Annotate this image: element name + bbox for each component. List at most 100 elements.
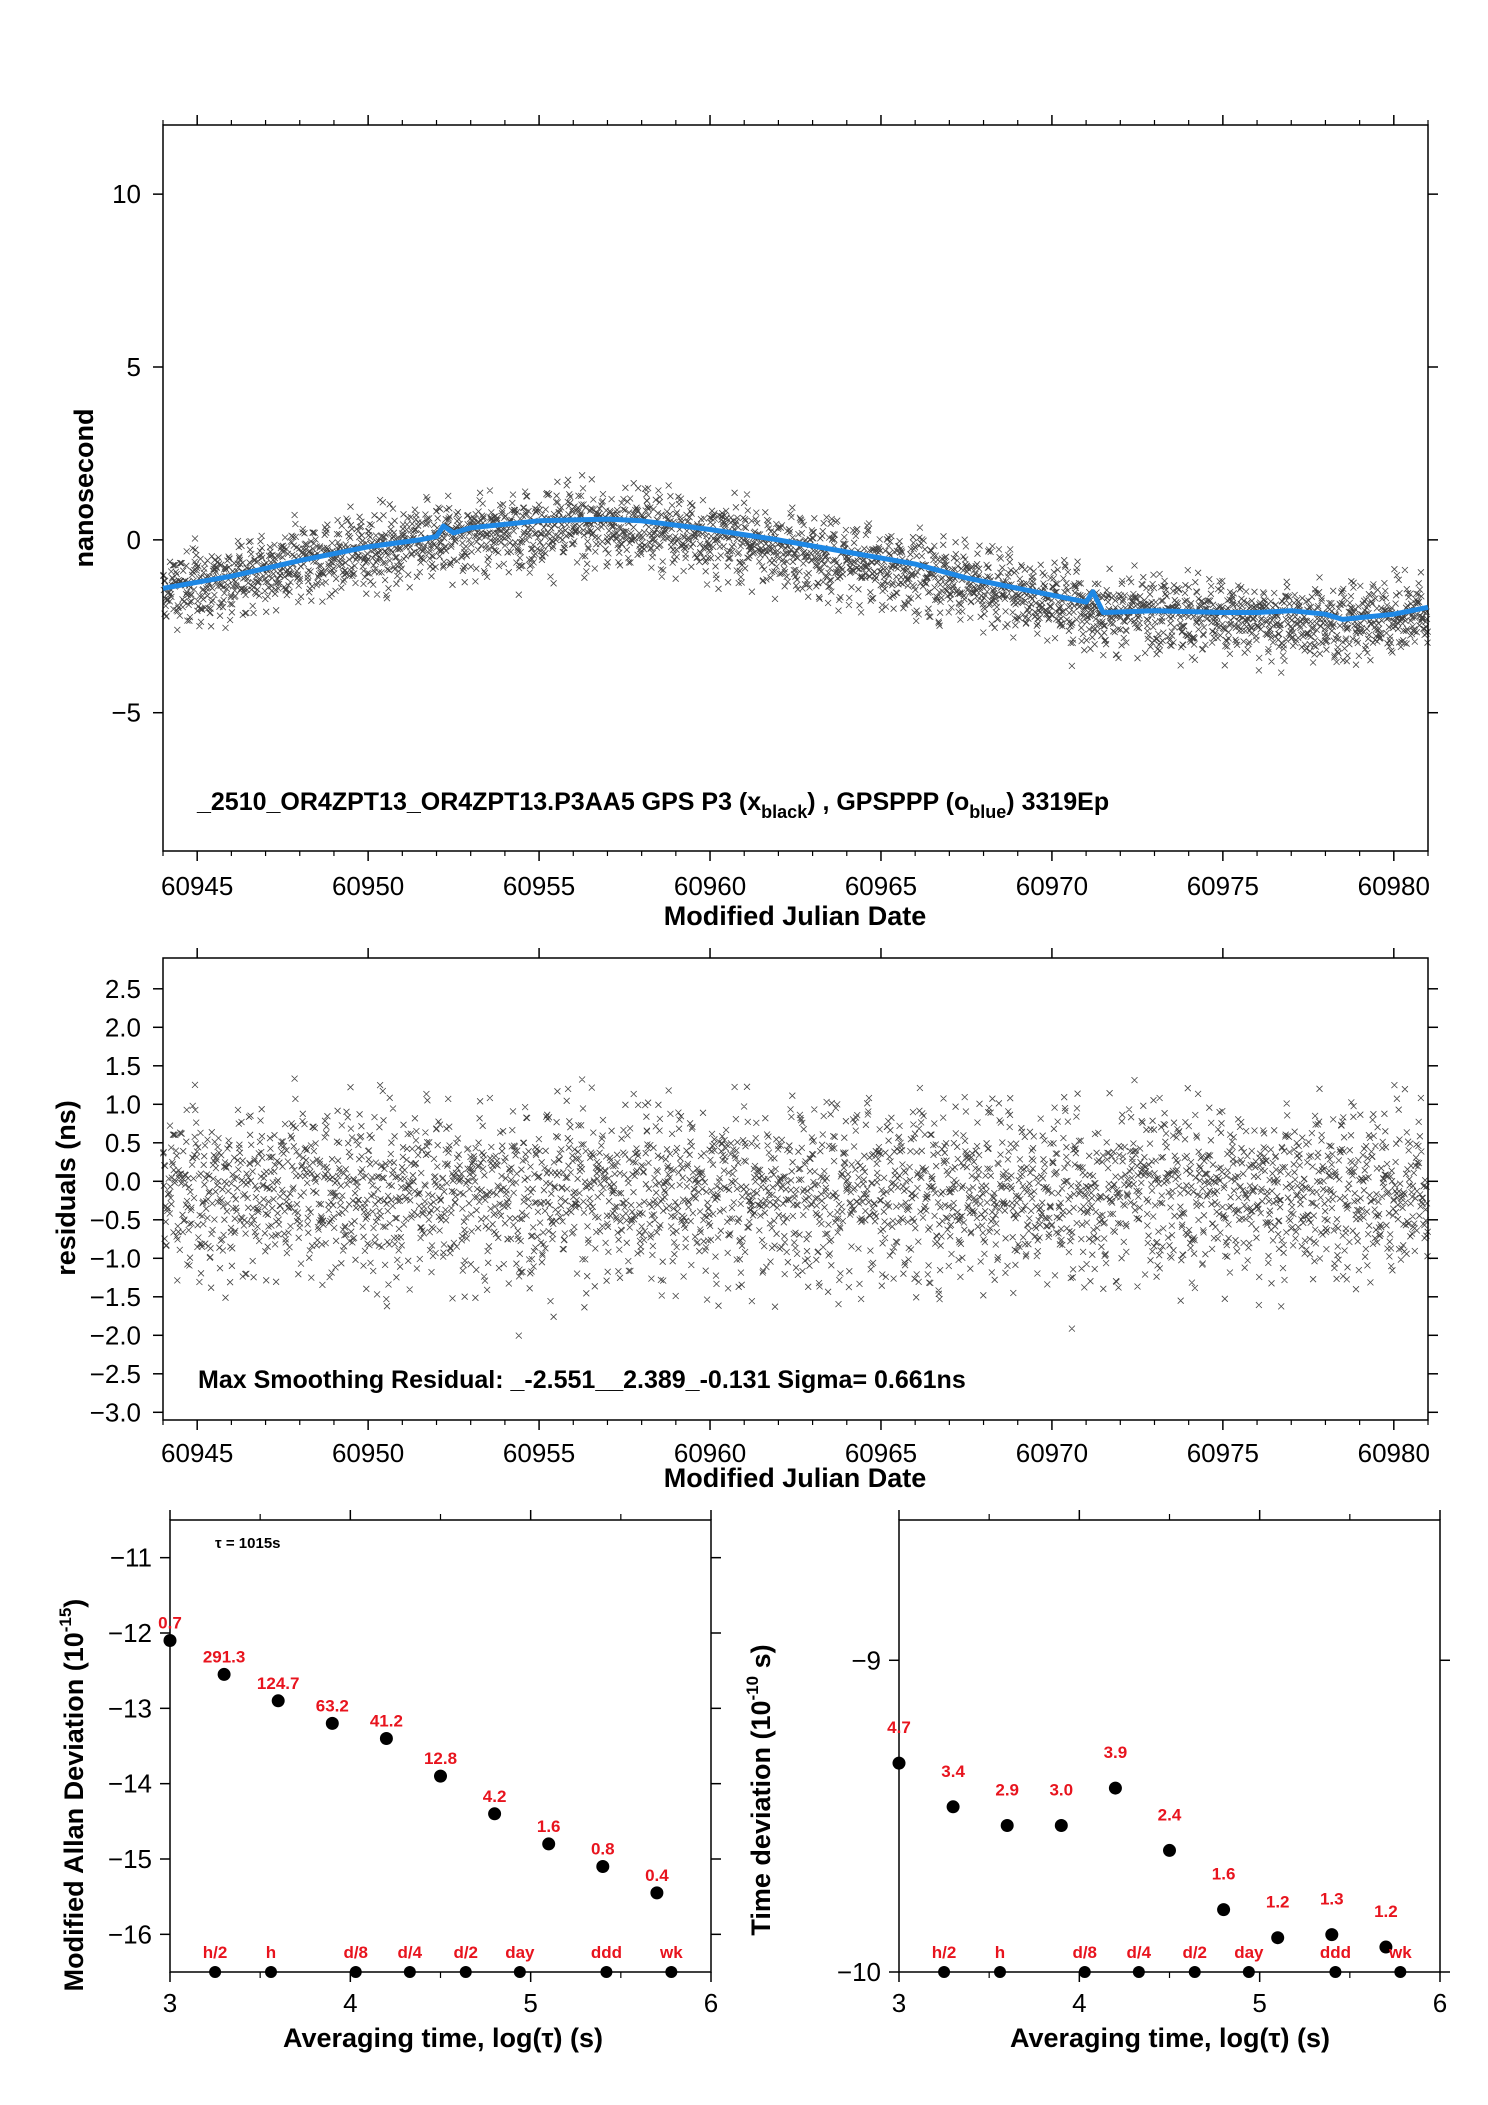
tdev-ytick-label: −9 [851, 1645, 881, 1675]
mdev-interval-point [264, 1966, 277, 1978]
mdev-interval-point [403, 1966, 416, 1978]
tdev-point-label: 1.6 [1212, 1865, 1236, 1884]
annotation-sub-black: black [761, 802, 808, 822]
mdev-interval-label: ddd [591, 1943, 622, 1962]
mdev-point [650, 1886, 664, 1900]
tdev-point-label: 3.4 [941, 1762, 965, 1781]
residuals-panel: 60945 60950 60955 60960 60965 60970 60975 60980… [51, 948, 1438, 1493]
tdev-interval-label: h/2 [932, 1943, 957, 1962]
mdev-point-label: 0.7 [158, 1614, 182, 1633]
mdev-point [325, 1716, 339, 1730]
mdev-ytick-label: −16 [108, 1919, 152, 1949]
tdev-interval-point [1329, 1966, 1342, 1978]
mdev-point-label: 4.2 [483, 1787, 507, 1806]
timeseries-ytick-label: 10 [112, 179, 141, 209]
tdev-interval-label: h [995, 1943, 1005, 1962]
mdev-ylabel-text: Modified Allan Deviation [59, 1679, 89, 1992]
residuals-ytick-label: −2.0 [90, 1320, 141, 1350]
tdev-interval-label: wk [1388, 1943, 1412, 1962]
residuals-ytick-label: 0.0 [105, 1166, 141, 1196]
tdev-xtick-label: 5 [1252, 1988, 1266, 2018]
mdev-panel: 3 4 5 6 −16 −15 −14 −13 −12 −11 0.7 291.3 124.7 63.2… [56, 1510, 721, 2053]
mdev-point [163, 1634, 177, 1648]
mdev-ytick-label: −11 [110, 1543, 152, 1573]
tdev-point [1271, 1931, 1285, 1945]
mdev-interval-label: d/8 [343, 1943, 368, 1962]
residuals-xtick-label: 60975 [1187, 1438, 1259, 1468]
mdev-xtick-label: 6 [704, 1988, 718, 2018]
mdev-point [379, 1731, 393, 1745]
tdev-point-label: 3.9 [1104, 1743, 1128, 1762]
tdev-ylabel-unit: s) [746, 1644, 776, 1676]
residuals-frame [162, 957, 1429, 1421]
mdev-point-label: 0.8 [591, 1840, 615, 1859]
mdev-frame [169, 1519, 712, 1973]
tdev-ticks: 3 4 5 6 −10 −9 [837, 1510, 1450, 2018]
timeseries-xtick-label: 60950 [332, 871, 404, 901]
timeseries-scatter-layer [159, 472, 1431, 676]
tdev-frame [898, 1519, 1441, 1973]
tdev-interval-point [1394, 1966, 1407, 1978]
mdev-ytick-label: −14 [108, 1769, 152, 1799]
residuals-xtick-label: 60945 [161, 1438, 233, 1468]
timeseries-xtick-label: 60955 [503, 871, 575, 901]
mdev-ylabel: Modified Allan Deviation (10-15) [56, 1599, 89, 1992]
timeseries-ytick-label: 5 [127, 352, 141, 382]
timeseries-ticks: 60945 60950 60955 60960 60965 60970 60975 60980… [111, 115, 1438, 901]
residuals-ytick-label: −1.0 [90, 1243, 141, 1273]
mdev-ytick-label: −12 [108, 1618, 152, 1648]
residuals-ytick-label: 0.5 [105, 1128, 141, 1158]
tdev-interval-point [1242, 1966, 1255, 1978]
tdev-interval-label: d/2 [1182, 1943, 1207, 1962]
mdev-point-label: 41.2 [370, 1711, 403, 1730]
tdev-interval-point [1132, 1966, 1145, 1978]
tdev-xtick-label: 4 [1072, 1988, 1086, 2018]
timeseries-annotation: _2510_OR4ZPT13_OR4ZPT13.P3AA5 GPS P3 (xb… [196, 788, 1109, 822]
mdev-point-label: 291.3 [203, 1647, 246, 1666]
tdev-point-label: 2.9 [995, 1780, 1019, 1799]
residuals-xlabel: Modified Julian Date [664, 1463, 927, 1493]
residuals-ticks: 60945 60950 60955 60960 60965 60970 60975 60980… [90, 948, 1438, 1468]
tdev-point [1108, 1781, 1122, 1795]
tdev-point-label: 1.3 [1320, 1890, 1344, 1909]
tdev-ylabel: Time deviation (10-10 s) [743, 1644, 776, 1935]
tdev-point-label: 3.0 [1049, 1780, 1073, 1799]
annotation-prefix: _2510_OR4ZPT13_OR4ZPT13.P3AA5 GPS P3 (x [196, 788, 761, 816]
timeseries-frame [162, 124, 1429, 852]
mdev-point [542, 1837, 556, 1851]
residuals-ytick-label: −1.5 [90, 1282, 141, 1312]
timeseries-ytick-label: 0 [127, 525, 141, 555]
mdev-xtick-label: 4 [343, 1988, 357, 2018]
residuals-annotation: Max Smoothing Residual: _-2.551__2.389_-… [198, 1366, 966, 1394]
tdev-interval-label: d/8 [1072, 1943, 1097, 1962]
mdev-interval-point [209, 1966, 222, 1978]
mdev-point-label: 0.4 [645, 1866, 669, 1885]
mdev-ytick-label: −15 [108, 1844, 152, 1874]
tdev-xtick-label: 6 [1433, 1988, 1447, 2018]
mdev-point-label: 63.2 [316, 1696, 349, 1715]
timeseries-ytick-label: −5 [111, 698, 141, 728]
tdev-point-label: 1.2 [1374, 1902, 1398, 1921]
mdev-xtick-label: 3 [163, 1988, 177, 2018]
tdev-point [1163, 1843, 1176, 1857]
mdev-ytick-label: −13 [108, 1693, 152, 1723]
residuals-xtick-label: 60970 [1016, 1438, 1088, 1468]
residuals-xtick-label: 60950 [332, 1438, 404, 1468]
residuals-ytick-label: 1.5 [105, 1051, 141, 1081]
tdev-ytick-label: −10 [837, 1957, 881, 1987]
residuals-xtick-label: 60980 [1358, 1438, 1430, 1468]
mdev-point [217, 1667, 231, 1681]
tdev-interval-point [1188, 1966, 1201, 1978]
mdev-interval-label: d/4 [398, 1943, 423, 1962]
tdev-ylabel-exp: -10 [743, 1676, 762, 1701]
residuals-ytick-label: 1.0 [105, 1089, 141, 1119]
tdev-xlabel: Averaging time, log(τ) (s) [1010, 2023, 1330, 2053]
mdev-point [434, 1769, 447, 1783]
annotation-suffix: ) 3319Ep [1006, 788, 1109, 816]
residuals-scatter-layer [159, 1075, 1431, 1339]
timeseries-xtick-label: 60980 [1358, 871, 1430, 901]
residuals-xtick-label: 60965 [845, 1438, 917, 1468]
mdev-interval-point [459, 1966, 472, 1978]
mdev-ylabel-exp: -15 [56, 1608, 75, 1633]
